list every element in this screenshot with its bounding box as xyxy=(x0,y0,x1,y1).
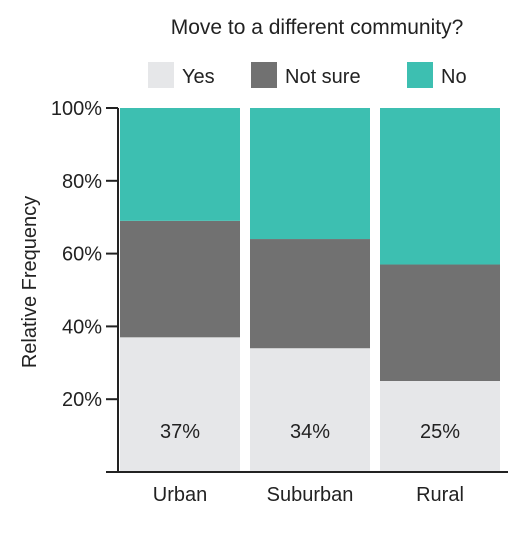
legend-label-0: Yes xyxy=(182,66,215,88)
y-tick-label-60: 60% xyxy=(62,244,102,266)
legend-label-2: No xyxy=(441,66,467,88)
y-axis-label: Relative Frequency xyxy=(19,196,41,368)
bar-urban-not-sure xyxy=(120,220,240,338)
legend-swatch-2 xyxy=(407,62,433,88)
legend-title: Move to a different community? xyxy=(171,16,464,39)
y-tick-label-20: 20% xyxy=(62,389,102,411)
data-label-suburban: 34% xyxy=(290,421,330,443)
bar-rural-yes xyxy=(380,381,500,472)
data-label-urban: 37% xyxy=(160,421,200,443)
bars-group: 37% Urban 34% Suburban 25% Rural xyxy=(120,108,500,506)
bar-rural-not-sure xyxy=(380,264,500,381)
legend-swatch-1 xyxy=(251,62,277,88)
y-tick-label-100: 100% xyxy=(51,98,102,120)
x-tick-label-urban: Urban xyxy=(153,484,207,506)
bar-rural-no xyxy=(380,108,500,265)
data-label-rural: 25% xyxy=(420,421,460,443)
legend-swatch-0 xyxy=(148,62,174,88)
bar-urban-yes xyxy=(120,337,240,472)
bar-suburban-not-sure xyxy=(250,239,370,349)
y-tick-label-80: 80% xyxy=(62,171,102,193)
legend: Yes Not sure No xyxy=(148,62,467,88)
x-tick-label-suburban: Suburban xyxy=(267,484,354,506)
bar-suburban-no xyxy=(250,108,370,240)
axes-group: 20% 40% 60% 80% 100% xyxy=(51,98,508,473)
bar-suburban-yes xyxy=(250,348,370,472)
x-tick-label-rural: Rural xyxy=(416,484,464,506)
bar-urban-no xyxy=(120,108,240,221)
y-tick-label-40: 40% xyxy=(62,316,102,338)
legend-label-1: Not sure xyxy=(285,66,361,88)
